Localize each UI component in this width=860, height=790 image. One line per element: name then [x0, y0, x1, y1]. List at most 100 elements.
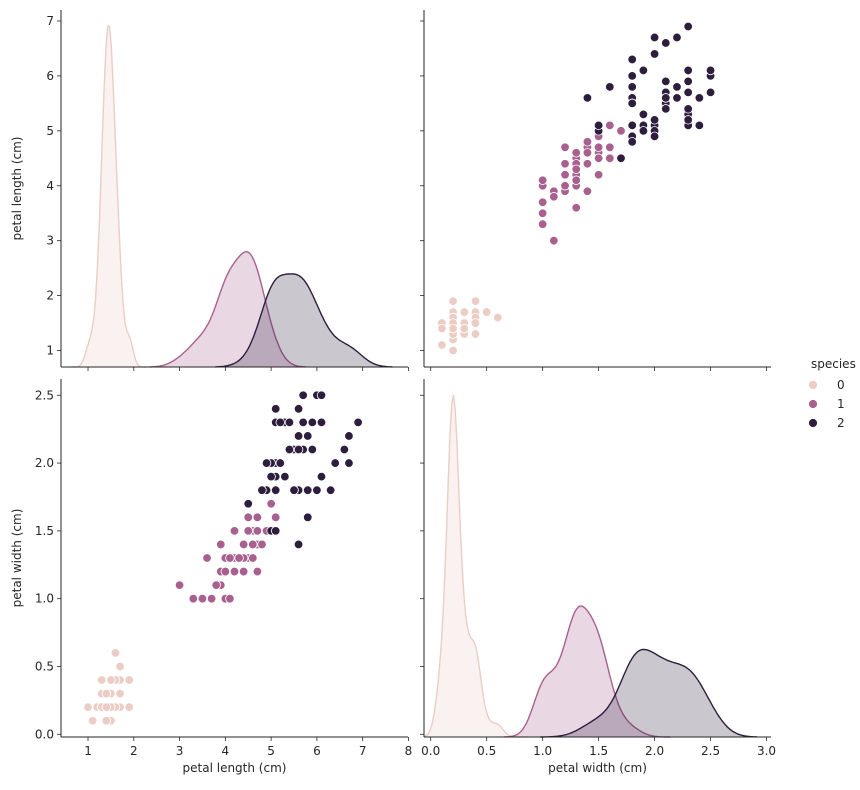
scatter-point-species-1 [593, 170, 604, 180]
scatter-point-species-2 [307, 417, 318, 428]
scatter-point-species-1 [605, 153, 615, 163]
scatter-point-species-2 [683, 87, 693, 98]
x-tick-label: 5 [267, 744, 275, 758]
y-axis-label: petal length (cm) [10, 137, 24, 241]
scatter-point-species-1 [216, 539, 226, 550]
scatter-point-species-2 [280, 471, 290, 482]
scatter-point-species-2 [330, 458, 340, 468]
scatter-point-species-2 [293, 539, 304, 550]
scatter-point-species-2 [672, 82, 682, 92]
scatter-point-species-1 [582, 148, 593, 158]
scatter-point-species-2 [307, 444, 318, 455]
scatter-point-species-2 [683, 104, 693, 114]
panel-0-0: 1 2 3 4 5 6 7 petal length (cm) [10, 10, 409, 371]
scatter-point-species-1 [188, 593, 198, 604]
scatter-point-species-0 [106, 675, 116, 685]
legend-item-1: 1 [808, 397, 845, 411]
scatter-point-species-0 [83, 702, 93, 712]
kde-fill-species-2 [215, 273, 393, 367]
scatter-point-species-2 [289, 485, 299, 495]
panel-1-1: 0.0 0.5 1.0 1.5 2.0 2.5 3.0 petal width (cm) [420, 379, 776, 775]
scatter-point-species-1 [582, 186, 593, 196]
scatter-point-species-2 [705, 87, 716, 98]
x-tick-label: 7 [359, 744, 367, 758]
legend-label: 1 [837, 397, 845, 411]
scatter-point-species-2 [344, 431, 354, 441]
scatter-point-species-1 [605, 120, 615, 131]
kde-fill-species-0 [424, 395, 529, 737]
scatter-point-species-2 [293, 431, 304, 441]
scatter-point-species-1 [243, 526, 253, 536]
scatter-point-species-1 [537, 175, 548, 185]
scatter-point-species-0 [124, 702, 134, 712]
scatter-point-species-0 [101, 716, 112, 726]
scatter-point-species-2 [705, 65, 716, 76]
scatter-point-species-2 [293, 404, 304, 414]
scatter-point-species-2 [298, 417, 308, 428]
kde-line-species-0 [71, 25, 146, 368]
x-tick-label: 1 [84, 744, 92, 758]
scatter-point-species-1 [220, 566, 231, 577]
scatter-point-species-1 [174, 580, 185, 590]
scatter-point-species-2 [638, 109, 649, 120]
scatter-point-species-2 [261, 458, 272, 468]
scatter-point-species-1 [252, 566, 263, 577]
scatter-point-species-0 [437, 323, 447, 334]
scatter-point-species-0 [87, 716, 98, 726]
y-tick-label: 2.5 [35, 388, 54, 402]
legend-item-2: 2 [808, 416, 845, 430]
x-tick-label: 6 [313, 744, 321, 758]
x-axis-label: petal length (cm) [183, 761, 287, 775]
y-tick-label: 2 [46, 289, 54, 303]
scatter-point-species-2 [298, 390, 308, 400]
scatter-point-species-2 [593, 120, 604, 131]
scatter-point-species-0 [459, 307, 469, 317]
scatter-point-species-2 [627, 120, 637, 131]
scatter-point-species-1 [593, 153, 604, 163]
kde-line-species-2 [215, 273, 393, 368]
x-tick-label: 4 [222, 744, 230, 758]
scatter-point-species-0 [470, 318, 481, 328]
scatter-point-species-2 [649, 115, 660, 125]
x-tick-label: 2 [130, 744, 138, 758]
scatter-point-species-2 [284, 444, 295, 455]
y-tick-label: 3 [46, 234, 54, 248]
scatter-point-species-1 [225, 553, 235, 563]
scatter-point-species-1 [560, 159, 570, 169]
scatter-point-species-2 [605, 82, 615, 92]
y-tick-label: 5 [46, 124, 54, 138]
scatter-point-species-2 [661, 76, 671, 87]
scatter-point-species-2 [627, 71, 637, 81]
scatter-point-species-1 [549, 192, 559, 202]
y-tick-label: 1.0 [35, 592, 54, 606]
scatter-point-species-2 [672, 32, 682, 43]
scatter-point-species-2 [275, 417, 285, 428]
legend-item-0: 0 [808, 378, 845, 392]
scatter-point-species-2 [672, 93, 682, 103]
scatter-point-species-2 [627, 54, 637, 65]
scatter-point-species-1 [616, 126, 626, 136]
scatter-point-species-0 [115, 661, 125, 672]
scatter-point-species-2 [694, 93, 705, 103]
scatter-point-species-2 [316, 471, 327, 482]
scatter-point-species-2 [627, 98, 637, 109]
scatter-point-species-2 [627, 137, 637, 147]
scatter-point-species-0 [459, 323, 469, 334]
scatter-point-species-2 [303, 512, 313, 523]
y-tick-label: 4 [46, 179, 54, 193]
scatter-point-species-1 [229, 566, 240, 577]
kde-fill-species-1 [149, 251, 306, 367]
kde-fill-species-0 [71, 26, 147, 367]
scatter-point-species-1 [238, 539, 249, 550]
scatter-point-species-2 [271, 526, 281, 536]
scatter-point-species-2 [293, 444, 304, 455]
scatter-point-species-2 [683, 115, 693, 125]
scatter-point-species-1 [197, 593, 208, 604]
scatter-point-species-1 [234, 553, 244, 563]
scatter-point-species-1 [537, 219, 548, 229]
scatter-point-species-2 [683, 65, 693, 76]
scatter-point-species-1 [549, 235, 559, 246]
x-tick-label: 1.5 [589, 744, 608, 758]
scatter-point-species-1 [560, 142, 570, 153]
scatter-point-species-2 [661, 104, 671, 114]
